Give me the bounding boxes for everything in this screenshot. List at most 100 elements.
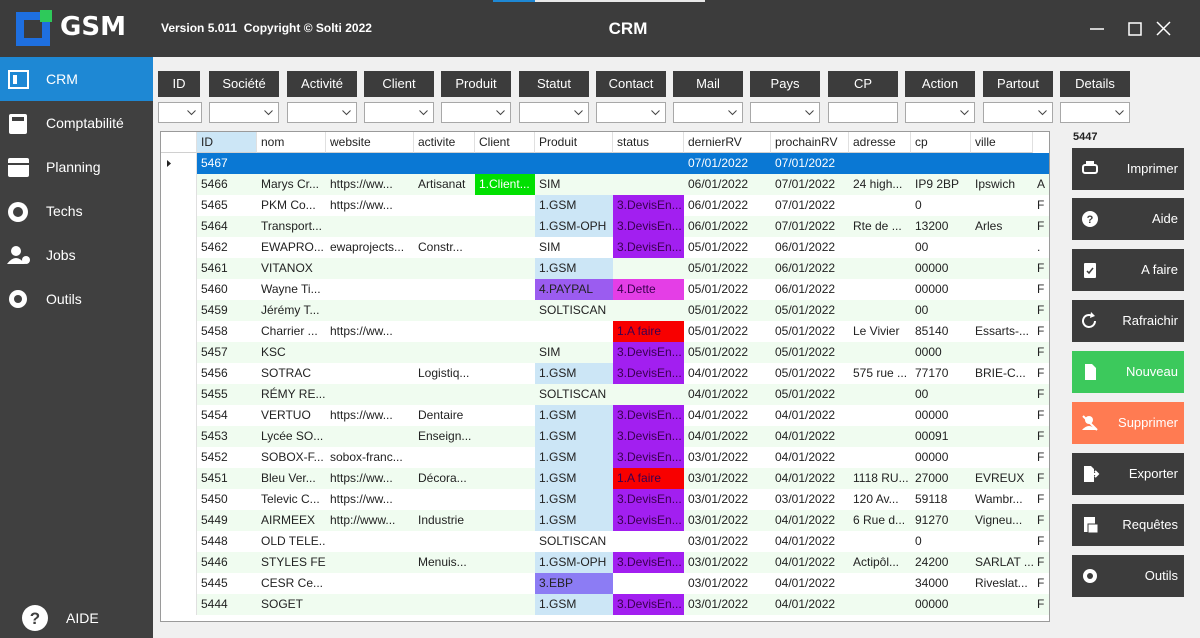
action-button[interactable]: Outils <box>1072 555 1184 597</box>
table-row[interactable] <box>197 531 1049 552</box>
table-cell[interactable]: 1.GSM <box>535 447 613 468</box>
table-cell[interactable]: Riveslat... <box>975 576 1028 590</box>
action-button[interactable]: Requêtes <box>1072 504 1184 546</box>
table-cell[interactable]: Lycée SO... <box>261 429 324 443</box>
table-cell[interactable]: A <box>1037 177 1046 191</box>
table-cell[interactable]: 59118 <box>915 492 948 506</box>
filter-button[interactable]: Produit <box>441 71 511 97</box>
filter-dropdown[interactable] <box>519 102 589 123</box>
menu-item[interactable]: CRM <box>0 57 153 101</box>
filter-dropdown[interactable] <box>596 102 666 123</box>
table-cell[interactable]: 5456 <box>201 366 228 380</box>
table-cell[interactable]: 00 <box>915 387 929 401</box>
table-row[interactable] <box>197 300 1049 321</box>
table-cell[interactable]: F <box>1037 219 1045 233</box>
table-cell[interactable]: 04/01/2022 <box>775 555 836 569</box>
table-cell[interactable]: 00091 <box>915 429 949 443</box>
filter-button[interactable]: Client <box>364 71 434 97</box>
table-cell[interactable]: Arles <box>975 219 1003 233</box>
table-cell[interactable]: 3.DevisEn... <box>613 510 684 531</box>
table-cell[interactable]: 05/01/2022 <box>775 303 836 317</box>
column-header[interactable]: Client <box>475 132 535 153</box>
table-cell[interactable]: SIM <box>539 345 561 359</box>
table-cell[interactable]: 5449 <box>201 513 228 527</box>
table-cell[interactable]: 1.GSM <box>535 426 613 447</box>
filter-button[interactable]: Action <box>905 71 975 97</box>
table-cell[interactable]: Vigneu... <box>975 513 1023 527</box>
filter-button[interactable]: Pays <box>750 71 820 97</box>
table-cell[interactable]: 5457 <box>201 345 228 359</box>
table-cell[interactable]: F <box>1037 324 1045 338</box>
table-cell[interactable]: 5451 <box>201 471 228 485</box>
table-cell[interactable]: F <box>1037 261 1045 275</box>
table-cell[interactable]: F <box>1037 492 1045 506</box>
table-cell[interactable]: Essarts-... <box>975 324 1030 338</box>
action-button[interactable]: Exporter <box>1072 453 1184 495</box>
table-cell[interactable]: 06/01/2022 <box>688 219 749 233</box>
table-cell[interactable]: F <box>1037 198 1045 212</box>
table-cell[interactable]: F <box>1037 471 1045 485</box>
table-cell[interactable]: EVREUX <box>975 471 1025 485</box>
table-cell[interactable]: 1.A faire <box>613 468 684 489</box>
table-cell[interactable]: 1.GSM <box>535 468 613 489</box>
table-cell[interactable]: 5446 <box>201 555 228 569</box>
table-cell[interactable]: 06/01/2022 <box>775 240 836 254</box>
table-cell[interactable]: 3.DevisEn... <box>613 216 684 237</box>
table-cell[interactable]: SOLTISCAN <box>539 387 607 401</box>
column-header[interactable]: ID <box>197 132 257 153</box>
table-cell[interactable]: 04/01/2022 <box>775 408 836 422</box>
table-cell[interactable]: 05/01/2022 <box>688 345 749 359</box>
action-button[interactable]: Supprimer <box>1072 402 1184 444</box>
column-header[interactable]: status <box>613 132 684 153</box>
table-cell[interactable]: https://ww... <box>330 471 393 485</box>
table-cell[interactable]: 05/01/2022 <box>688 261 749 275</box>
table-cell[interactable]: 5448 <box>201 534 228 548</box>
table-cell[interactable]: 04/01/2022 <box>775 471 836 485</box>
filter-dropdown[interactable] <box>158 102 202 123</box>
table-cell[interactable]: AIRMEEX <box>261 513 316 527</box>
table-cell[interactable]: 03/01/2022 <box>688 450 749 464</box>
table-cell[interactable]: Televic C... <box>261 492 320 506</box>
table-cell[interactable]: 1118 RU... <box>853 471 909 485</box>
table-cell[interactable]: IP9 2BP <box>915 177 960 191</box>
table-cell[interactable]: SOGET <box>261 597 304 611</box>
table-cell[interactable]: 04/01/2022 <box>688 366 749 380</box>
table-cell[interactable]: 4.Dette <box>613 279 684 300</box>
column-header[interactable]: website <box>326 132 414 153</box>
table-cell[interactable]: 3.DevisEn... <box>613 447 684 468</box>
table-cell[interactable]: https://ww... <box>330 492 393 506</box>
filter-button[interactable]: Contact <box>596 71 666 97</box>
table-cell[interactable]: 5462 <box>201 240 228 254</box>
table-cell[interactable]: Ipswich <box>975 177 1016 191</box>
table-cell[interactable]: F <box>1037 534 1045 548</box>
column-header[interactable]: ville <box>971 132 1033 153</box>
table-cell[interactable]: F <box>1037 429 1045 443</box>
table-cell[interactable]: 05/01/2022 <box>688 303 749 317</box>
table-cell[interactable]: sobox-franc... <box>330 450 403 464</box>
filter-button[interactable]: ID <box>158 71 200 97</box>
table-cell[interactable]: 3.EBP <box>535 573 613 594</box>
table-cell[interactable]: 06/01/2022 <box>688 198 749 212</box>
table-row[interactable] <box>197 153 1049 174</box>
table-cell[interactable]: 04/01/2022 <box>775 429 836 443</box>
table-cell[interactable]: 4.PAYPAL <box>535 279 613 300</box>
table-cell[interactable]: 5458 <box>201 324 228 338</box>
action-button[interactable]: Imprimer <box>1072 148 1184 190</box>
table-cell[interactable]: 24 high... <box>853 177 903 191</box>
filter-button[interactable]: Activité <box>287 71 357 97</box>
table-cell[interactable]: 07/01/2022 <box>688 156 749 170</box>
table-cell[interactable]: F <box>1037 408 1045 422</box>
table-cell[interactable]: 5455 <box>201 387 228 401</box>
column-header[interactable]: adresse <box>849 132 911 153</box>
table-cell[interactable]: 5461 <box>201 261 228 275</box>
table-cell[interactable]: 5445 <box>201 576 228 590</box>
table-cell[interactable]: https://ww... <box>330 408 393 422</box>
table-cell[interactable]: Décora... <box>418 471 467 485</box>
table-cell[interactable]: 1.GSM <box>535 489 613 510</box>
table-cell[interactable]: CESR Ce... <box>261 576 324 590</box>
table-row[interactable] <box>197 258 1049 279</box>
table-cell[interactable]: 5466 <box>201 177 228 191</box>
table-cell[interactable]: 1.GSM <box>535 510 613 531</box>
table-cell[interactable]: SOBOX-F... <box>261 450 324 464</box>
table-cell[interactable]: Artisanat <box>418 177 466 191</box>
